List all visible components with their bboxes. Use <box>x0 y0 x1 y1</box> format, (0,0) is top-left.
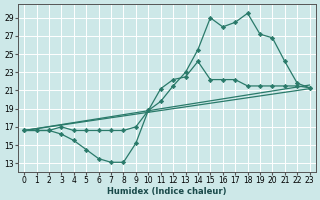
X-axis label: Humidex (Indice chaleur): Humidex (Indice chaleur) <box>107 187 227 196</box>
